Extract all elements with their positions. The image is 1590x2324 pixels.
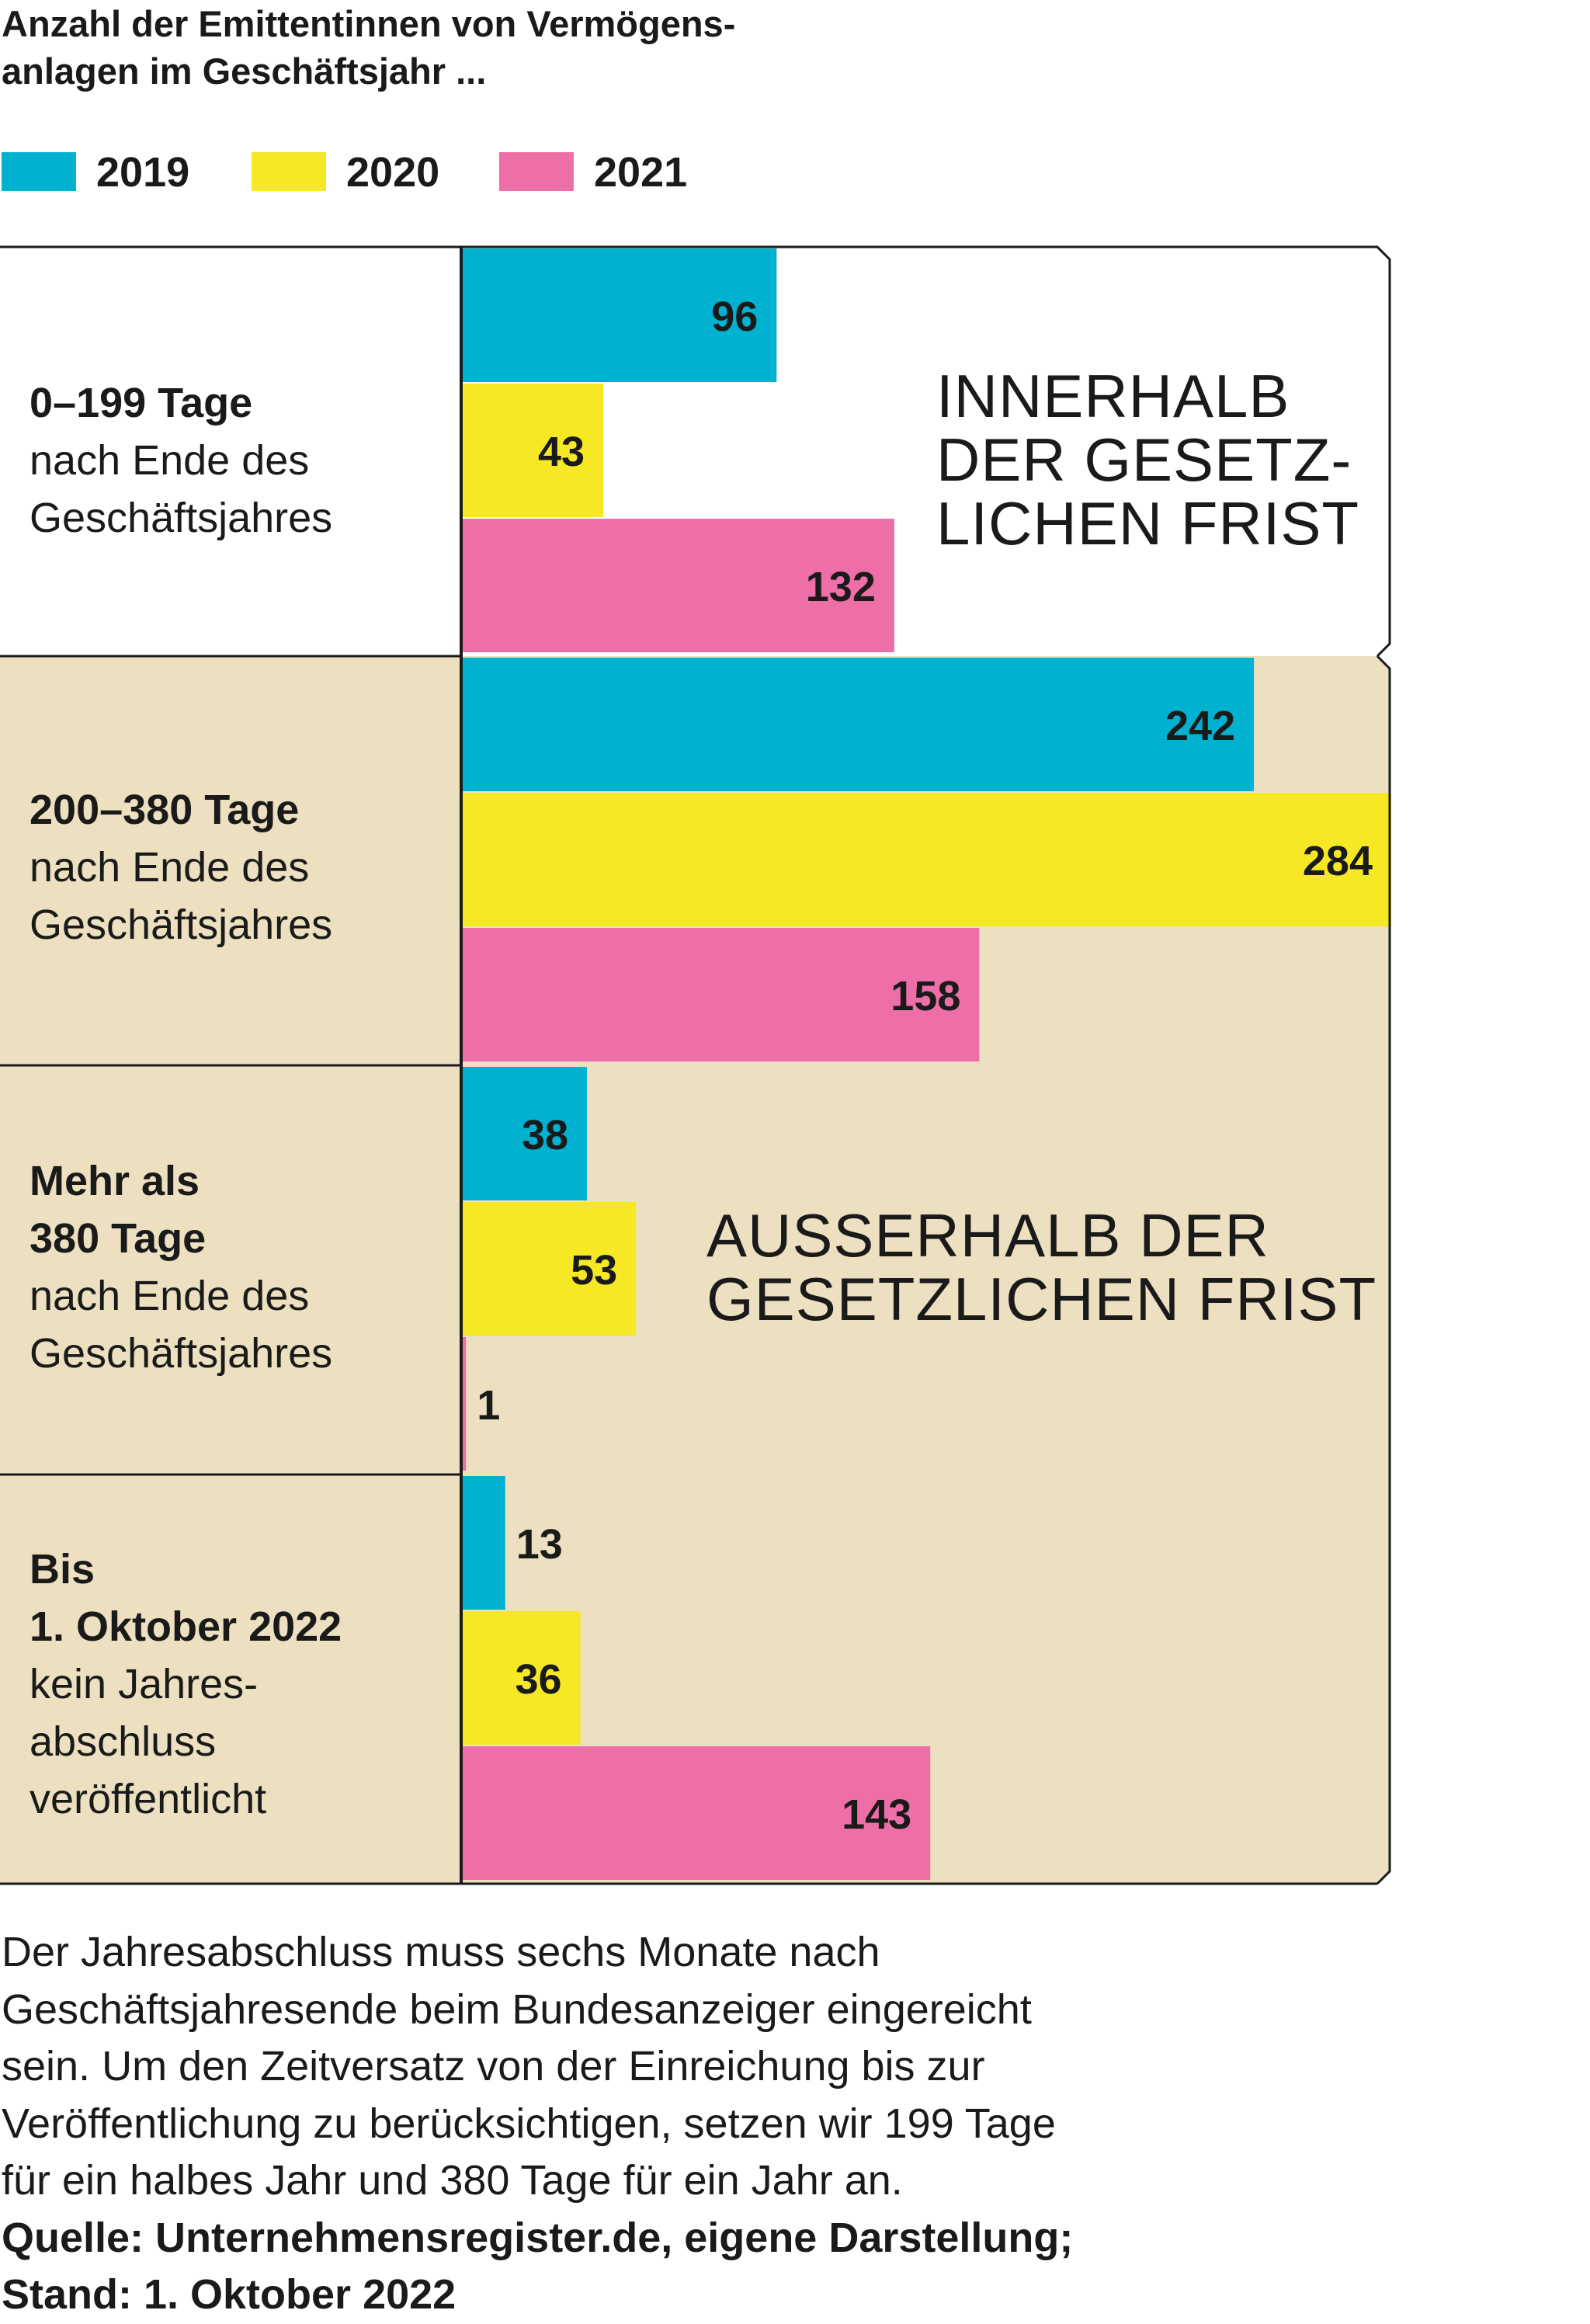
category-label-line: nach Ende des	[30, 437, 310, 484]
outside-region-frame	[1376, 655, 1391, 1885]
bar-2021	[463, 928, 980, 1061]
value-label: 158	[890, 973, 960, 1020]
value-label: 43	[538, 429, 585, 475]
bar-2020	[463, 793, 1391, 926]
bar-2020	[463, 1611, 581, 1745]
bar-2019	[463, 1476, 505, 1610]
category-label-line: 380 Tage	[30, 1215, 207, 1262]
category-label-200-380: 200–380 Tage nach Ende des Geschäftsjahr…	[30, 781, 449, 954]
legend-swatch-2019	[2, 152, 76, 191]
bars	[463, 248, 1391, 1880]
category-label-line: abschluss	[30, 1718, 217, 1765]
value-label: 96	[711, 294, 758, 340]
chart-title: Anzahl der Emittentinnen von Vermögens- …	[2, 0, 1011, 95]
category-label-0-199: 0–199 Tage nach Ende des Geschäftsjahres	[30, 374, 449, 547]
footnote-line: Geschäftsjahresende beim Bundesanzeiger …	[2, 1985, 1032, 2033]
legend-label-2019: 2019	[96, 149, 190, 196]
footnote-line: Der Jahresabschluss muss sechs Monate na…	[2, 1929, 880, 1975]
bar-2021	[463, 1746, 931, 1880]
category-label-line: nach Ende des	[30, 1273, 310, 1319]
category-label-line: Mehr als	[30, 1158, 200, 1204]
chart-title-line: anlagen im Geschäftsjahr ...	[2, 50, 487, 92]
value-label: 284	[1303, 838, 1373, 884]
footnote: Der Jahresabschluss muss sechs Monate na…	[2, 1924, 1554, 2324]
region-label-line: AUSSERHALB DER	[706, 1201, 1269, 1270]
bar-2021	[463, 1337, 467, 1471]
value-label: 132	[806, 564, 876, 610]
value-label: 36	[516, 1656, 562, 1703]
footnote-line: Veröffentlichung zu berücksichtigen, set…	[2, 2100, 1056, 2147]
bar-2021	[463, 519, 894, 652]
category-label-line: Geschäftsjahres	[30, 1330, 333, 1377]
within-region-frame	[461, 245, 1391, 658]
source-line: Quelle: Unternehmensregister.de, eigene …	[2, 2214, 1074, 2261]
value-labels: 96 43 132 242 284 158 38 53 1 13 36 143	[477, 294, 1373, 1838]
region-label-line: DER GESETZ-	[936, 426, 1352, 494]
category-label-line: 0–199 Tage	[30, 380, 253, 426]
bar-2020	[463, 384, 604, 517]
bar-2019	[463, 1067, 588, 1200]
region-label-line: INNERHALB	[936, 362, 1290, 430]
category-label-line: 200–380 Tage	[30, 787, 300, 833]
footnote-line: sein. Um den Zeitversatz von der Einreic…	[2, 2043, 985, 2090]
region-label-within: INNERHALB DER GESETZ- LICHEN FRIST	[936, 364, 1359, 555]
category-label-line: Geschäftsjahres	[30, 901, 333, 948]
legend-swatch-2020	[252, 152, 326, 191]
bar-2019	[463, 658, 1255, 791]
chart-title-line: Anzahl der Emittentinnen von Vermögens-	[2, 3, 736, 44]
region-label-line: GESETZLICHEN FRIST	[706, 1265, 1377, 1333]
category-label-line: veröffentlicht	[30, 1776, 267, 1822]
bar-2019	[463, 248, 777, 382]
bar-2020	[463, 1202, 637, 1336]
frame-lines	[0, 245, 1391, 1885]
value-label: 1	[477, 1382, 500, 1429]
bar-chart: 96 43 132 242 284 158 38 53 1 13 36 143	[0, 245, 1391, 1885]
legend-label-2021: 2021	[594, 149, 688, 196]
category-label-line: 1. Oktober 2022	[30, 1603, 342, 1650]
value-label: 242	[1165, 703, 1235, 749]
category-label-line: kein Jahres-	[30, 1661, 259, 1707]
legend-swatch-2021	[499, 152, 574, 191]
region-label-line: LICHEN FRIST	[936, 489, 1360, 558]
category-label-over-380: Mehr als 380 Tage nach Ende des Geschäft…	[30, 1152, 449, 1382]
category-label-line: Bis	[30, 1546, 95, 1593]
category-label-line: nach Ende des	[30, 844, 310, 891]
source-line: Stand: 1. Oktober 2022	[2, 2271, 457, 2318]
value-label: 143	[842, 1791, 911, 1838]
outside-region-background	[0, 656, 1390, 1884]
value-label: 13	[516, 1521, 563, 1568]
region-label-outside: AUSSERHALB DER GESETZLICHEN FRIST	[706, 1204, 1376, 1331]
category-label-not-published: Bis 1. Oktober 2022 kein Jahres- abschlu…	[30, 1541, 449, 1828]
region-backgrounds	[0, 656, 1390, 1884]
value-label: 53	[571, 1247, 617, 1294]
legend-label-2020: 2020	[346, 149, 440, 196]
footnote-line: für ein halbes Jahr und 380 Tage für ein…	[2, 2157, 903, 2204]
value-label: 38	[522, 1112, 568, 1159]
category-label-line: Geschäftsjahres	[30, 495, 333, 541]
